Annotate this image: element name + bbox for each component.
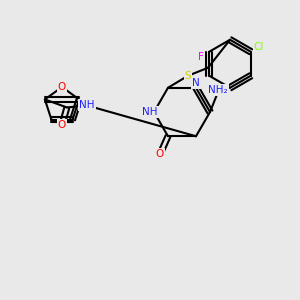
Text: Cl: Cl [254, 42, 264, 52]
Text: NH₂: NH₂ [208, 85, 228, 95]
Text: O: O [156, 149, 164, 159]
Text: NH: NH [79, 100, 94, 110]
Text: N: N [192, 78, 200, 88]
Text: S: S [185, 71, 191, 81]
Text: O: O [58, 82, 66, 92]
Text: NH: NH [142, 107, 158, 117]
Text: F: F [198, 52, 204, 62]
Text: O: O [58, 120, 66, 130]
